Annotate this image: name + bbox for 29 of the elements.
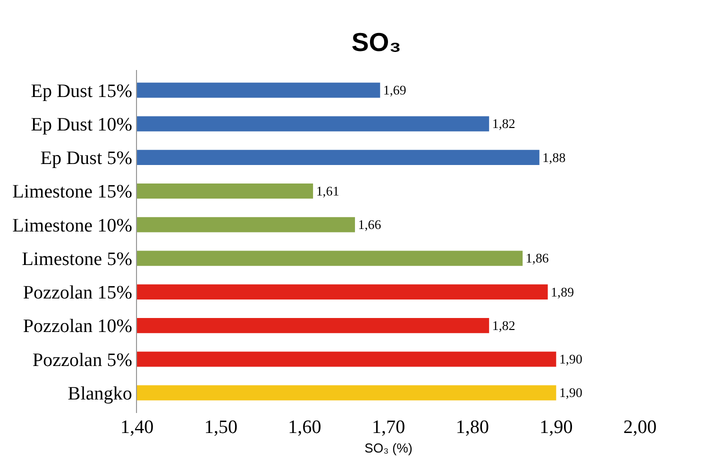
data-label: 1,82 (492, 318, 516, 333)
y-tick-label: Ep Dust 15% (30, 80, 132, 102)
data-label: 1,90 (559, 385, 583, 400)
data-label: 1,88 (542, 150, 566, 165)
y-tick-label: Blangko (68, 383, 132, 404)
x-tick-label: 1,70 (372, 417, 406, 438)
x-tick-label: 1,40 (120, 417, 154, 438)
y-tick-label: Limestone 10% (12, 215, 132, 236)
y-tick-label: Pozzolan 10% (22, 316, 132, 338)
x-tick-label: 1,60 (288, 417, 322, 438)
y-tick-label: Pozzolan 15% (22, 282, 132, 304)
x-tick-label: 1,50 (204, 417, 238, 438)
y-tick-label: Limestone 5% (22, 248, 132, 270)
y-tick-label: Limestone 15% (12, 182, 132, 203)
x-tick-label: 1,90 (540, 417, 573, 438)
y-tick-label: Ep Dust 10% (30, 114, 132, 136)
data-label: 1,69 (383, 82, 407, 98)
chart-title: SO₃ (352, 26, 402, 57)
y-tick-label: Pozzolan 5% (32, 350, 132, 371)
data-label: 1,90 (559, 352, 583, 367)
data-label: 1,86 (526, 250, 550, 266)
x-axis-title: SO₃ (%) (364, 440, 412, 456)
y-tick-label: Ep Dust 5% (40, 148, 132, 170)
x-tick-label: 1,80 (456, 417, 489, 438)
data-label: 1,82 (492, 116, 516, 132)
data-label: 1,61 (316, 183, 340, 198)
data-label: 1,66 (358, 217, 382, 232)
x-tick-label: 2,00 (623, 417, 657, 438)
data-label: 1,89 (550, 284, 574, 300)
